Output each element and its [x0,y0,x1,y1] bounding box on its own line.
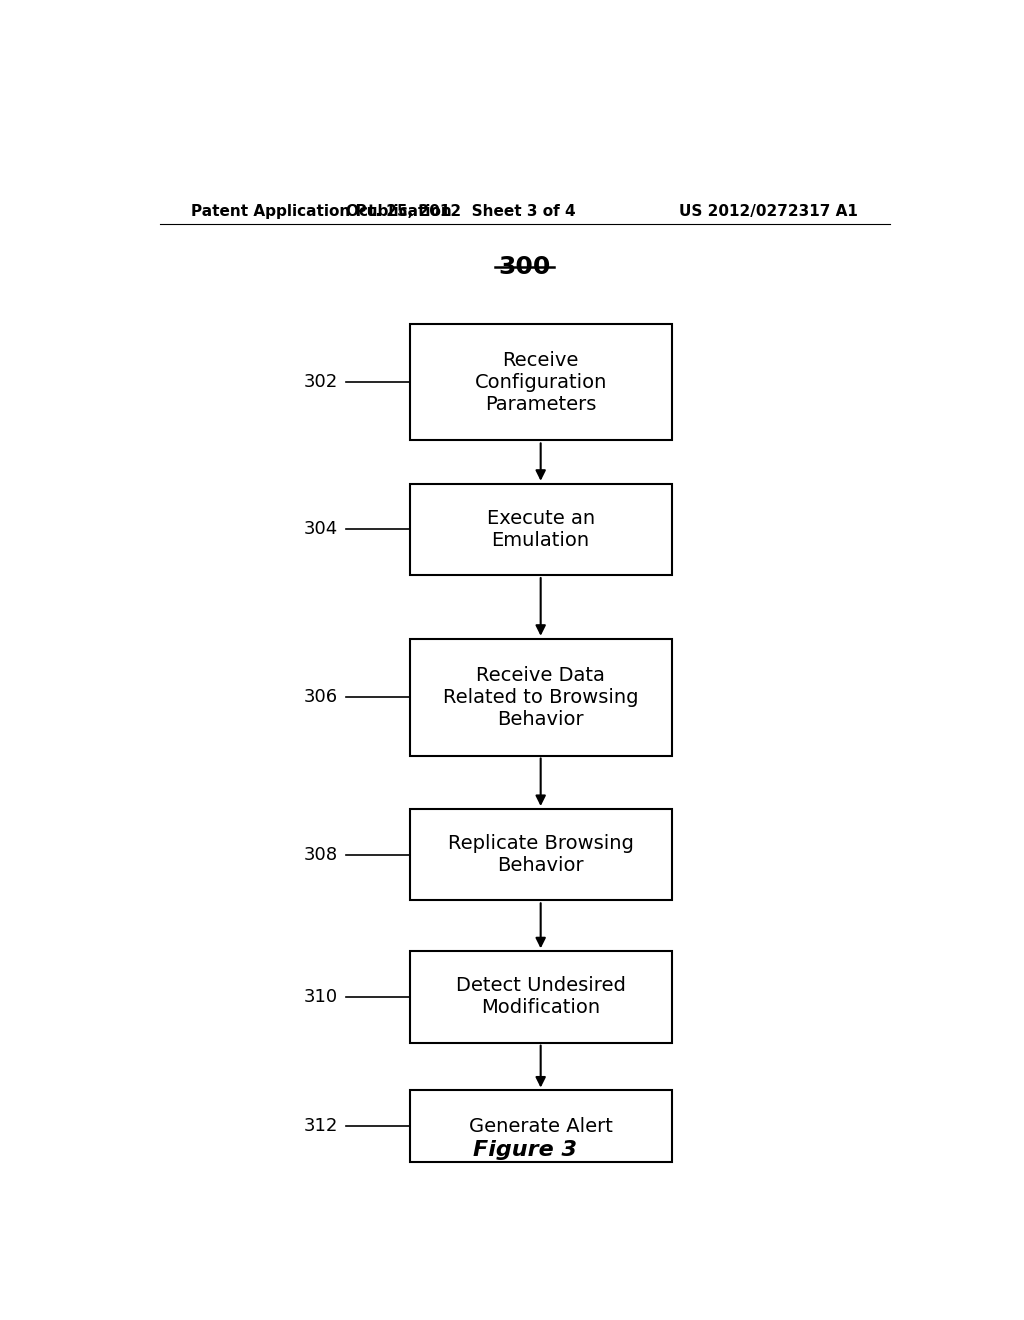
Text: 306: 306 [304,688,338,706]
Bar [410,809,672,900]
Text: 300: 300 [499,255,551,279]
Text: Oct. 25, 2012  Sheet 3 of 4: Oct. 25, 2012 Sheet 3 of 4 [346,205,577,219]
Text: 302: 302 [304,374,338,391]
Bar [410,483,672,576]
Text: US 2012/0272317 A1: US 2012/0272317 A1 [679,205,858,219]
Text: Execute an
Emulation: Execute an Emulation [486,510,595,550]
Bar [410,639,672,755]
Text: Replicate Browsing
Behavior: Replicate Browsing Behavior [447,834,634,875]
Text: 310: 310 [304,987,338,1006]
Bar [410,952,672,1043]
Text: 312: 312 [304,1117,338,1135]
Bar [410,323,672,441]
Text: Detect Undesired
Modification: Detect Undesired Modification [456,977,626,1018]
Text: 304: 304 [304,520,338,539]
Text: 308: 308 [304,846,338,863]
Text: Generate Alert: Generate Alert [469,1117,612,1135]
Text: Patent Application Publication: Patent Application Publication [191,205,453,219]
Text: Receive Data
Related to Browsing
Behavior: Receive Data Related to Browsing Behavio… [443,665,638,729]
Bar [410,1090,672,1162]
Text: Receive
Configuration
Parameters: Receive Configuration Parameters [474,351,607,413]
Text: Figure 3: Figure 3 [473,1139,577,1159]
